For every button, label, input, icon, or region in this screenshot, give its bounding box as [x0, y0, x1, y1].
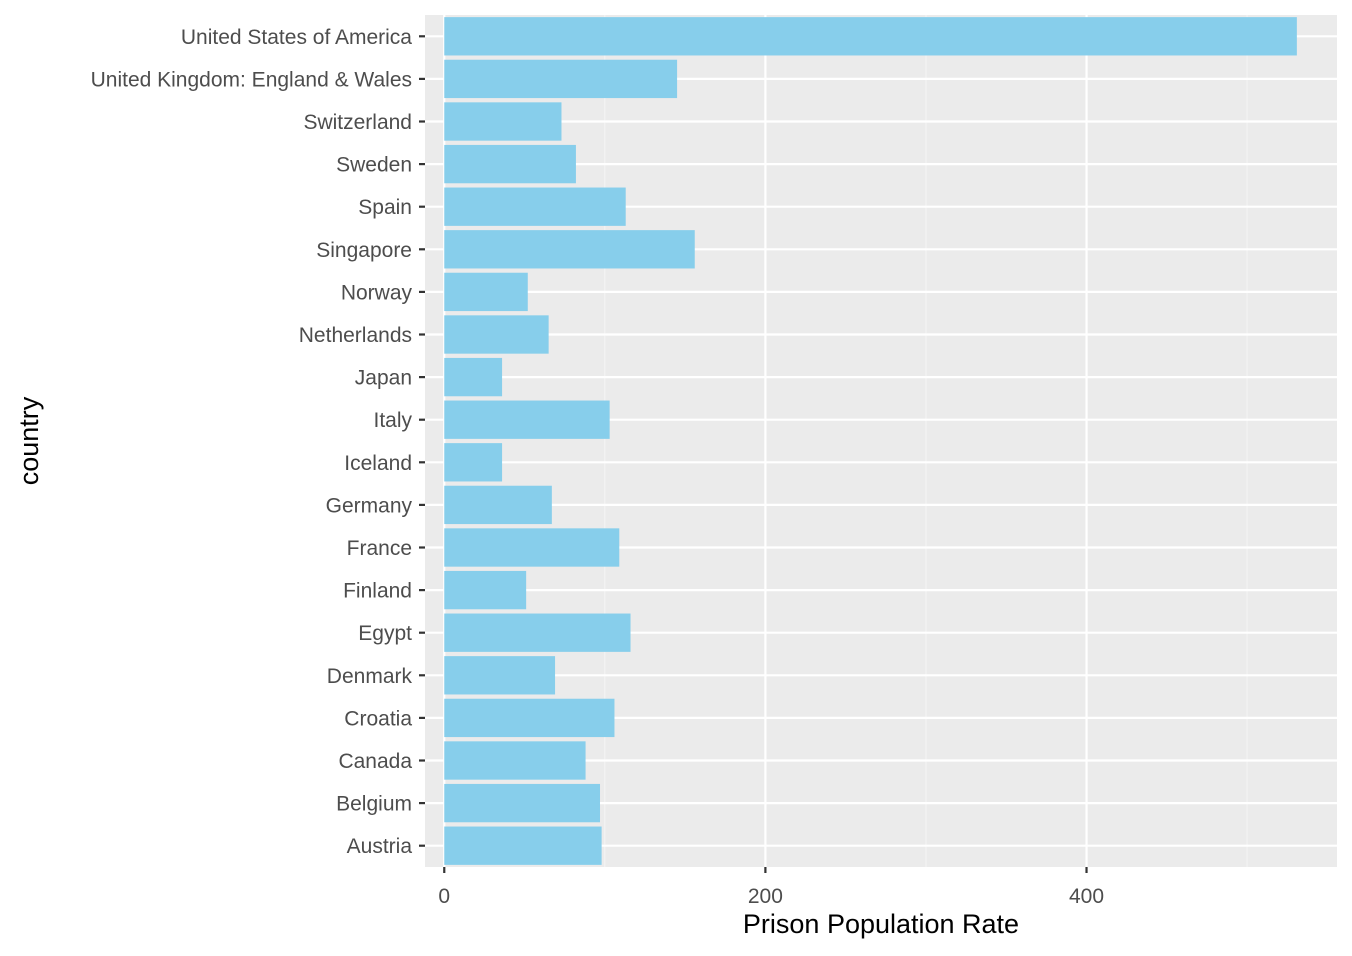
bar — [444, 528, 620, 567]
x-axis: 0 200 400 — [438, 867, 1104, 908]
bar — [444, 443, 503, 482]
bar — [444, 144, 576, 184]
x-tick-label: 0 — [438, 885, 450, 908]
bar — [444, 17, 1297, 56]
y-tick-label: Canada — [338, 750, 412, 773]
y-tick-label: France — [347, 537, 412, 560]
y-tick-label: United States of America — [181, 26, 412, 49]
bar — [444, 485, 552, 525]
bar — [444, 741, 586, 780]
bar — [444, 102, 562, 141]
y-tick-label: Egypt — [358, 622, 412, 645]
y-tick-label: Sweden — [336, 154, 412, 177]
bar — [444, 698, 615, 738]
y-axis: United States of America United Kingdom: … — [91, 26, 425, 858]
y-tick-label: Iceland — [344, 452, 412, 475]
bar — [444, 315, 549, 354]
bar — [444, 59, 678, 99]
y-tick-label: Croatia — [344, 707, 412, 730]
bar — [444, 400, 610, 439]
bar — [444, 187, 626, 226]
plot-panel — [425, 15, 1337, 867]
bar — [444, 272, 528, 312]
y-tick-label: Switzerland — [303, 111, 412, 134]
y-tick-label: United Kingdom: England & Wales — [91, 68, 412, 91]
y-axis-title: country — [14, 396, 44, 485]
y-tick-label: Netherlands — [299, 324, 412, 347]
y-tick-label: Belgium — [336, 793, 412, 816]
y-tick-label: Denmark — [327, 665, 413, 688]
bars — [444, 17, 1297, 865]
bar — [444, 826, 602, 865]
bar — [444, 570, 527, 610]
y-tick-label: Spain — [358, 196, 412, 219]
bar — [444, 613, 631, 652]
bar — [444, 783, 601, 823]
bar — [444, 357, 503, 397]
bar — [444, 230, 695, 269]
y-tick-label: Japan — [355, 367, 412, 390]
y-tick-label: Norway — [341, 281, 413, 304]
x-axis-title: Prison Population Rate — [743, 909, 1019, 939]
x-tick-label: 200 — [748, 885, 783, 908]
bar — [444, 656, 556, 695]
y-tick-label: Germany — [326, 494, 413, 517]
x-tick-label: 400 — [1069, 885, 1104, 908]
y-tick-label: Finland — [343, 580, 412, 603]
y-tick-label: Austria — [347, 835, 413, 858]
y-tick-label: Italy — [373, 409, 412, 432]
y-tick-label: Singapore — [316, 239, 412, 262]
